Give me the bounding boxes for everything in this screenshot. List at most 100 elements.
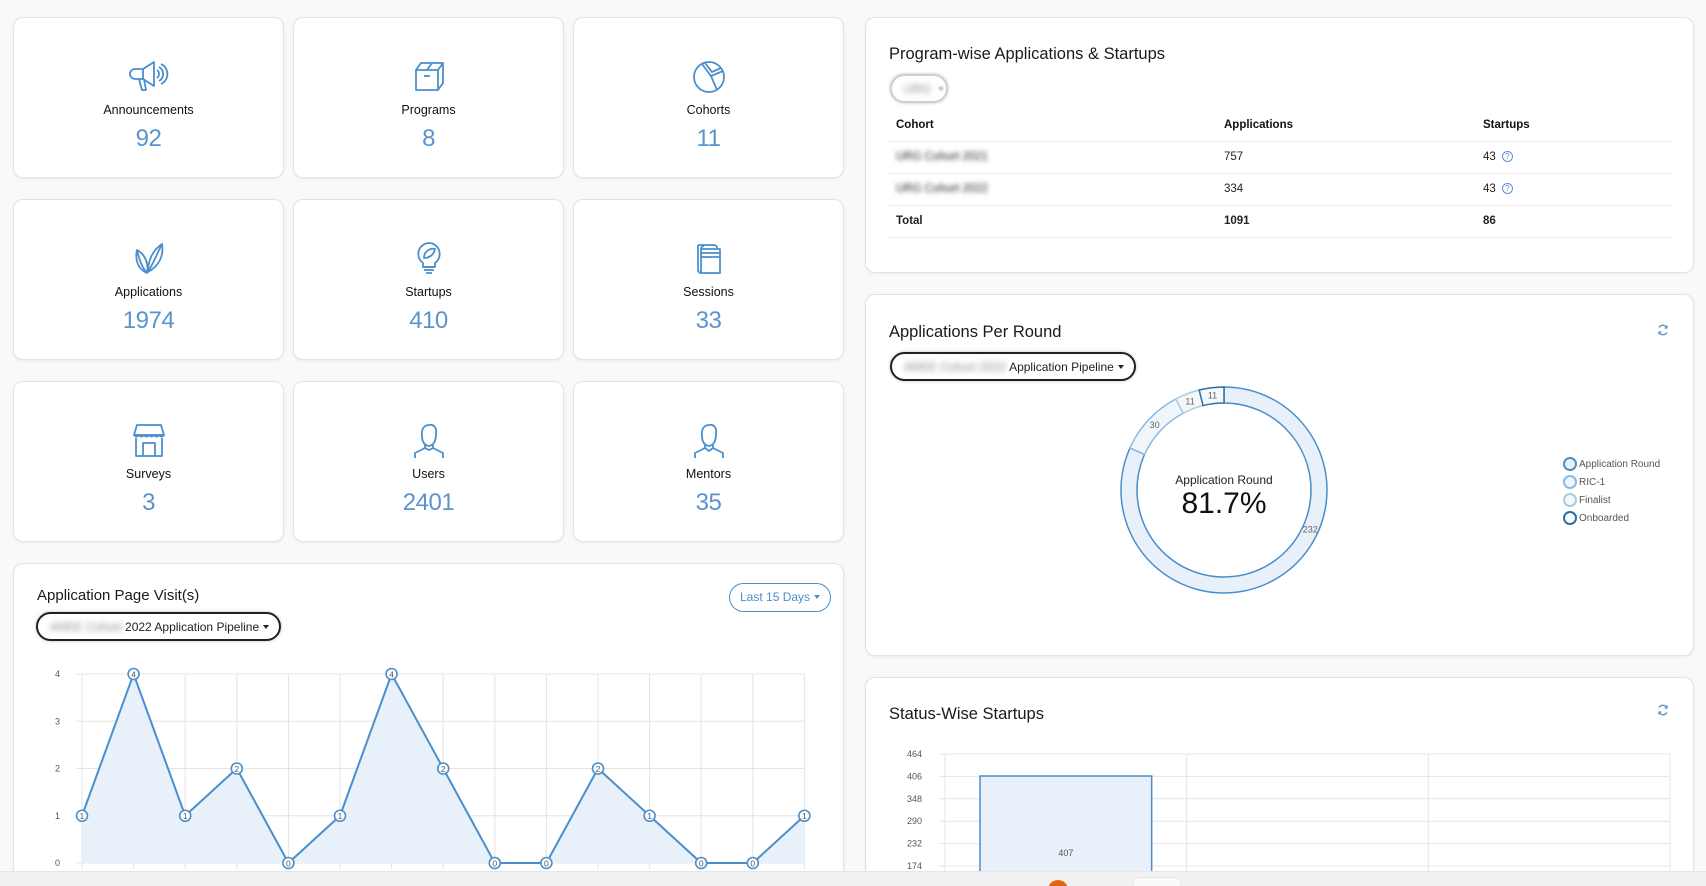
- legend-item-finalist[interactable]: Finalist: [1563, 491, 1660, 509]
- data-point[interactable]: 0: [540, 856, 553, 870]
- data-point[interactable]: 2: [436, 762, 450, 775]
- legend-item-application-round[interactable]: Application Round: [1563, 455, 1660, 473]
- legend-item-ric-1[interactable]: RIC-1: [1563, 473, 1660, 491]
- data-point[interactable]: 0: [694, 856, 708, 870]
- startups-count: 43: [1483, 183, 1496, 195]
- applications-per-round-card: Applications Per Round AREE Cohort 2022 …: [865, 294, 1694, 656]
- table-total-row: Total 1091 86: [889, 205, 1672, 238]
- legend-label: Application Round: [1579, 458, 1661, 470]
- stat-card-announcements[interactable]: Announcements 92: [13, 17, 284, 178]
- help-icon[interactable]: ?: [1501, 183, 1513, 194]
- data-point[interactable]: 4: [127, 667, 140, 681]
- caret-down-icon: [263, 624, 270, 629]
- pipeline-label: 2022 Application Pipeline: [125, 619, 260, 634]
- pie-icon: [687, 54, 731, 98]
- blurred-cohort-name: AREE Cohort: [50, 619, 123, 634]
- svg-text:2: 2: [441, 764, 446, 774]
- stat-card-programs[interactable]: Programs 8: [293, 17, 564, 178]
- stat-value: 35: [695, 489, 722, 516]
- stat-card-surveys[interactable]: Surveys 3: [13, 381, 284, 542]
- donut-slice[interactable]: [1198, 386, 1225, 407]
- startups-cell: 43?: [1483, 173, 1672, 206]
- stat-label: Sessions: [683, 285, 734, 299]
- stat-label: Cohorts: [686, 103, 731, 117]
- page-visits-title: Application Page Visit(s): [37, 587, 200, 604]
- data-point[interactable]: 4: [385, 667, 398, 681]
- startups-cell: 43?: [1483, 141, 1672, 174]
- data-point[interactable]: 1: [75, 809, 89, 823]
- svg-text:1: 1: [80, 811, 85, 821]
- stat-card-sessions[interactable]: Sessions 33: [573, 199, 844, 360]
- y-tick-label: 290: [907, 816, 922, 826]
- column-header-cohort: Cohort: [889, 109, 1224, 142]
- stat-card-startups[interactable]: Startups 410: [293, 199, 564, 360]
- stat-value: 3: [142, 489, 155, 516]
- legend-swatch: [1563, 475, 1577, 489]
- applications-per-round-title: Applications Per Round: [889, 323, 1062, 341]
- lightbulb-icon: [407, 236, 451, 280]
- slice-value-label: 11: [1208, 391, 1217, 401]
- data-point[interactable]: 2: [591, 762, 605, 775]
- y-tick-label: 3: [55, 716, 60, 726]
- program-table-card: Program-wise Applications & Startups URG…: [865, 17, 1694, 273]
- cohort-name: URG Cohort 2021: [889, 141, 1224, 174]
- stat-card-users[interactable]: Users 2401: [293, 381, 564, 542]
- date-range-label: Last 15 Days: [740, 590, 811, 604]
- data-point[interactable]: 1: [643, 809, 656, 823]
- stat-label: Mentors: [685, 467, 732, 481]
- status-wise-bar-chart: 174 232 290 348 406 464 407: [907, 749, 1671, 880]
- svg-text:0: 0: [492, 858, 497, 868]
- table-row: URG Cohort 2022 334 43?: [889, 173, 1672, 206]
- svg-text:1: 1: [183, 811, 188, 821]
- round-pipeline-dropdown[interactable]: AREE Cohort 2022 Application Pipeline: [890, 352, 1136, 381]
- legend-swatch: [1563, 457, 1577, 471]
- store-icon: [127, 418, 171, 462]
- data-point[interactable]: 1: [178, 809, 192, 823]
- stat-value: 92: [135, 125, 162, 152]
- pipeline-label: Application Pipeline: [1009, 359, 1114, 374]
- program-filter-dropdown[interactable]: URG: [890, 74, 948, 103]
- refresh-icon[interactable]: [1656, 323, 1670, 337]
- notification-dot-icon[interactable]: [1048, 880, 1068, 886]
- stat-value: 1974: [122, 307, 175, 334]
- data-point[interactable]: 0: [746, 856, 760, 870]
- page-visits-line-chart: 0 1 2 3 4 1 4 1 2 0 1 4 2 0 0 2 1 0 0 1: [55, 667, 811, 870]
- table-row: URG Cohort 2021 757 43?: [889, 141, 1672, 174]
- y-tick-label: 406: [907, 771, 922, 781]
- page-visits-pipeline-dropdown[interactable]: AREE Cohort 2022 Application Pipeline: [36, 612, 282, 641]
- stat-label: Surveys: [125, 467, 172, 481]
- stat-value: 8: [422, 125, 435, 152]
- legend-swatch: [1563, 511, 1577, 525]
- refresh-icon[interactable]: [1656, 703, 1670, 717]
- y-axis-ticks: 0 1 2 3 4: [55, 669, 60, 868]
- svg-text:0: 0: [286, 858, 291, 868]
- donut-slice[interactable]: [1120, 386, 1328, 594]
- donut-legend: Application Round RIC-1 Finalist Onboard…: [1563, 455, 1660, 527]
- legend-item-onboarded[interactable]: Onboarded: [1563, 509, 1660, 527]
- user-icon: [407, 418, 451, 462]
- column-header-startups: Startups: [1483, 109, 1672, 142]
- y-tick-label: 2: [55, 764, 60, 774]
- stat-value: 11: [696, 125, 721, 152]
- stat-label: Users: [412, 467, 445, 481]
- date-range-dropdown[interactable]: Last 15 Days: [729, 583, 832, 612]
- box-icon: [407, 54, 451, 98]
- data-point[interactable]: 0: [282, 856, 295, 870]
- applications-count: 334: [1224, 173, 1483, 206]
- blurred-cohort-name: AREE Cohort 2022: [904, 359, 1007, 374]
- data-point[interactable]: 2: [230, 762, 244, 775]
- y-tick-label: 1: [55, 811, 60, 821]
- browser-bottom-bar: [0, 871, 1706, 886]
- data-point[interactable]: 1: [798, 809, 811, 823]
- data-point[interactable]: 0: [488, 856, 502, 870]
- data-point[interactable]: 1: [333, 809, 347, 823]
- stat-card-cohorts[interactable]: Cohorts 11: [573, 17, 844, 178]
- bar[interactable]: 407: [979, 775, 1153, 880]
- total-label: Total: [889, 205, 1224, 238]
- stat-card-applications[interactable]: Applications 1974: [13, 199, 284, 360]
- svg-text:407: 407: [1058, 848, 1073, 858]
- stat-card-mentors[interactable]: Mentors 35: [573, 381, 844, 542]
- help-icon[interactable]: ?: [1501, 151, 1513, 162]
- bottom-bar-tab[interactable]: [1133, 877, 1181, 886]
- donut-center-label: Application Round: [1175, 473, 1272, 487]
